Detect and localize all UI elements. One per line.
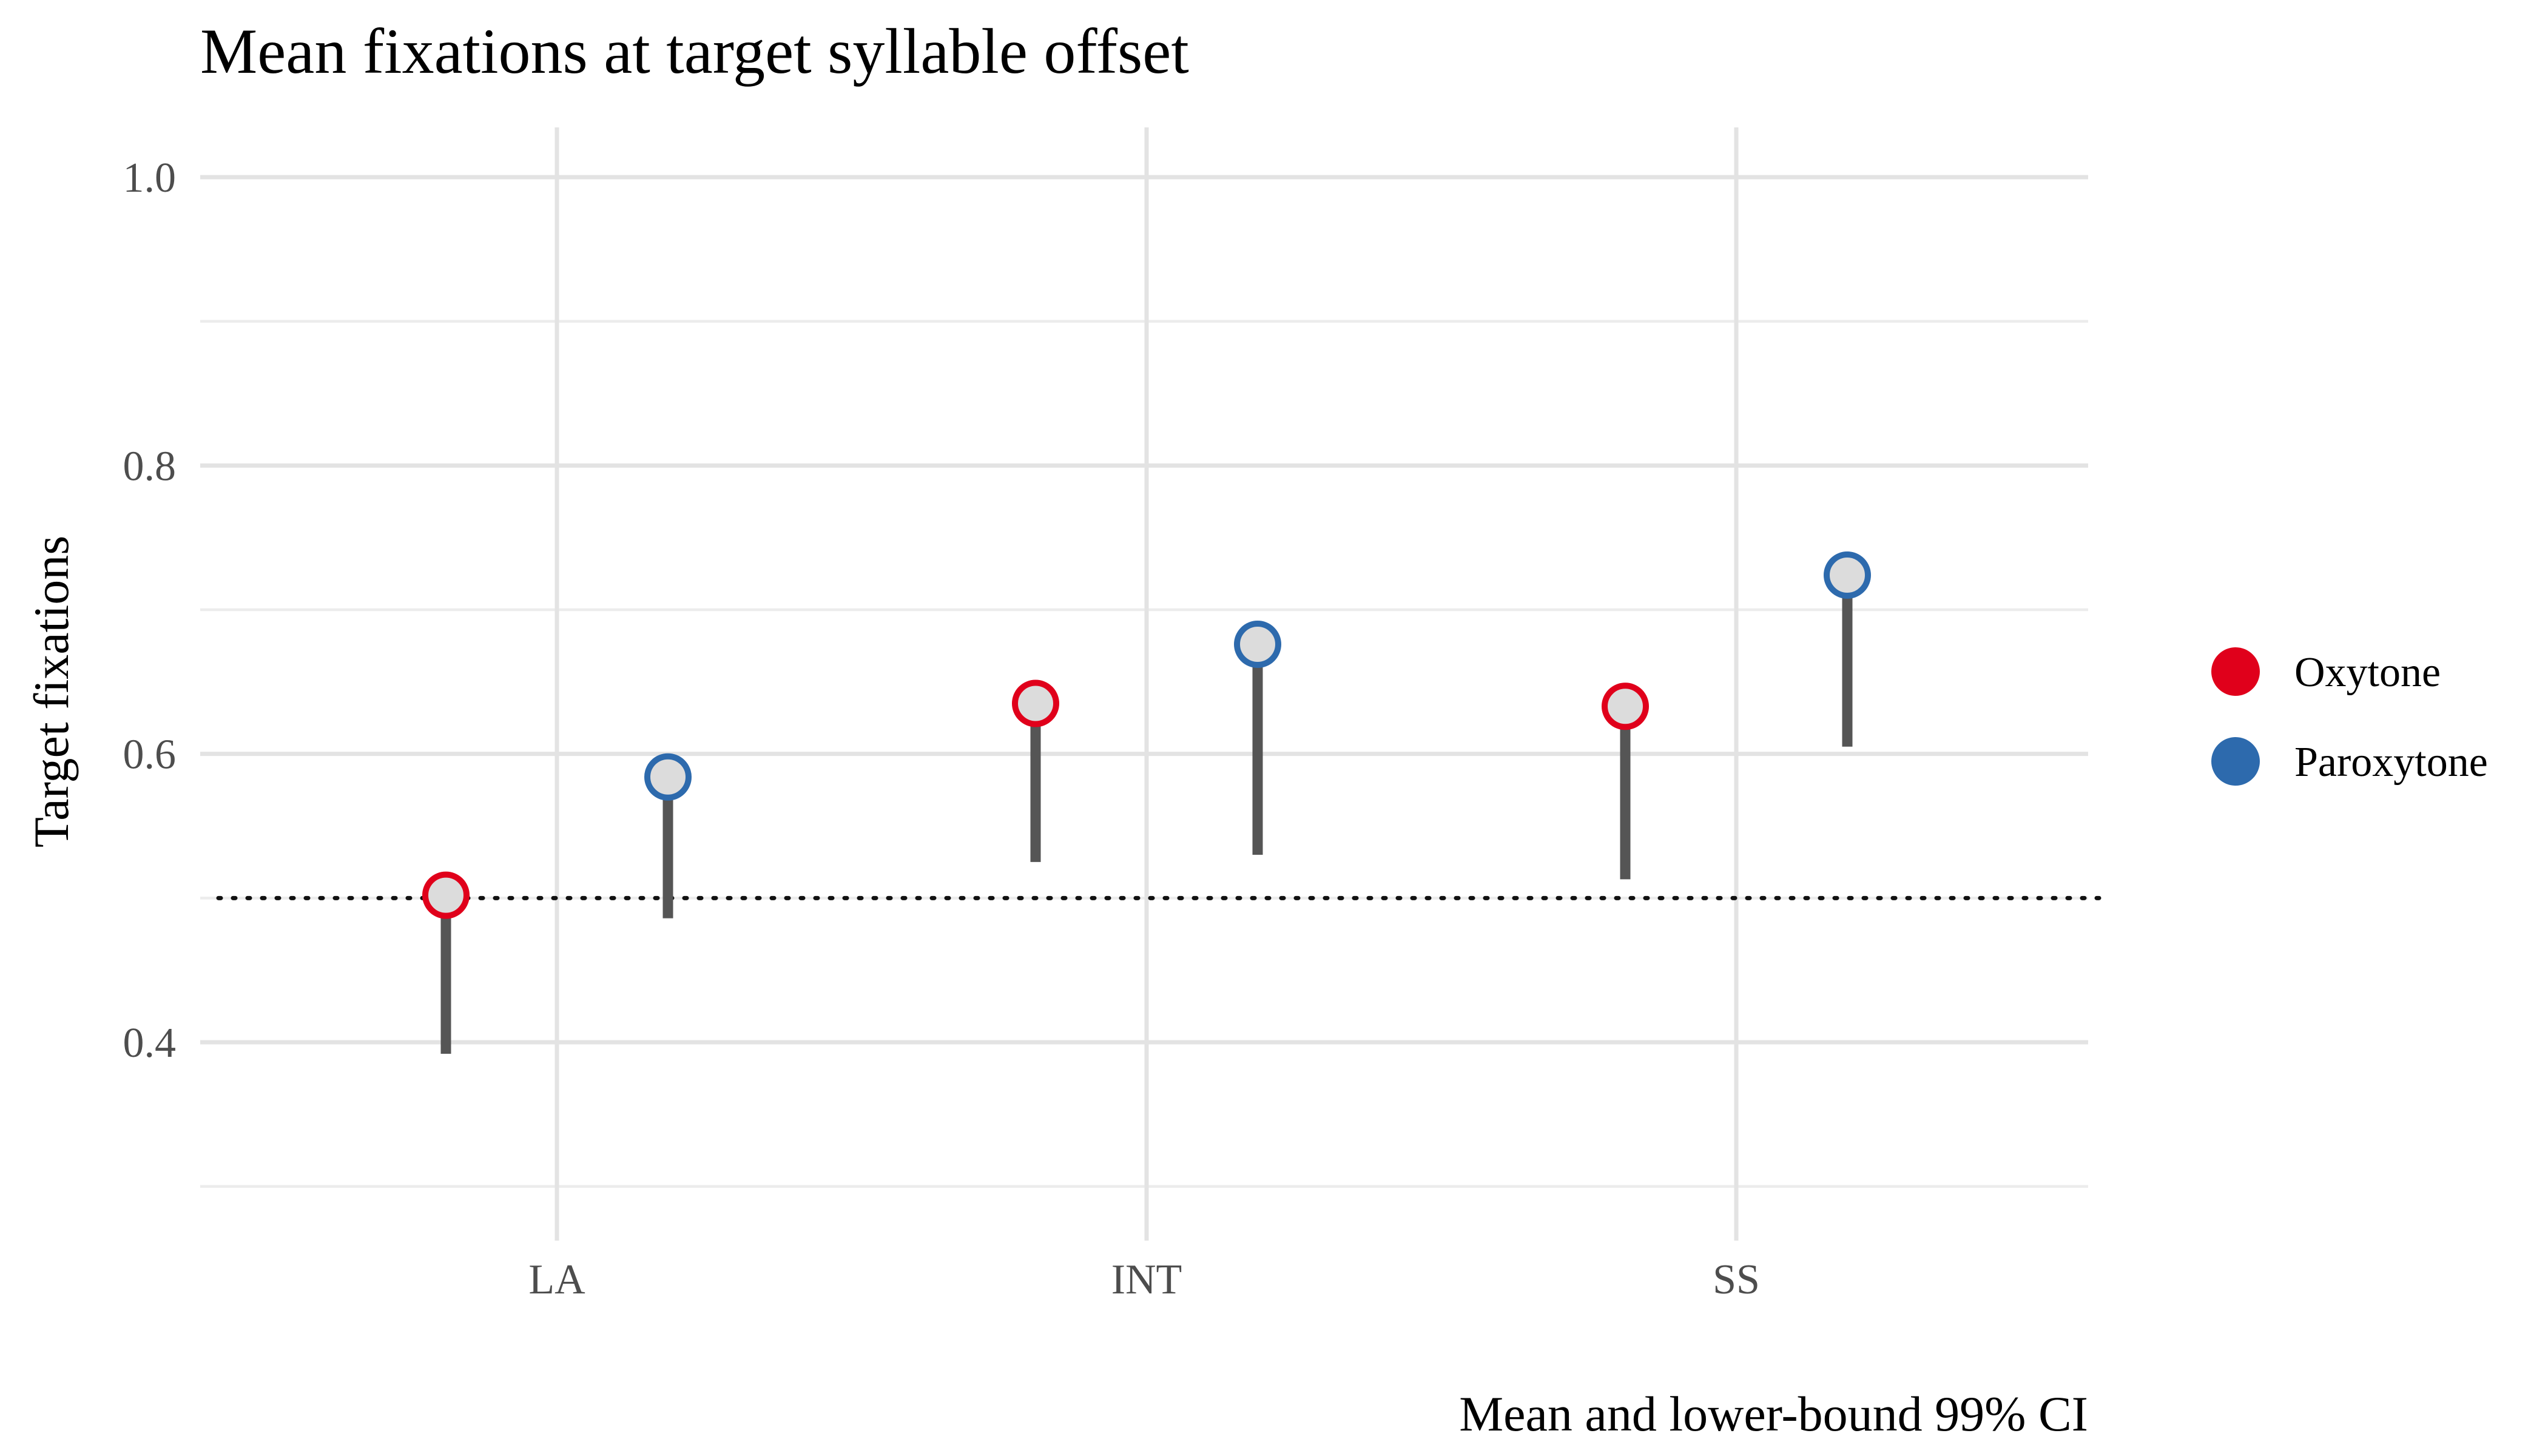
x-tick-label: SS [1713,1256,1760,1303]
y-axis-title: Target fixations [24,536,79,848]
y-tick-label: 0.6 [123,732,177,778]
y-tick-label: 1.0 [123,155,177,201]
mean-point [1602,682,1649,730]
legend-label: Paroxytone [2294,739,2488,786]
mean-point [1234,621,1281,669]
x-tick-label: LA [528,1256,585,1303]
x-tick-label: INT [1111,1256,1182,1303]
y-tick-label: 0.8 [123,443,177,490]
legend-key [2211,737,2260,786]
major-gridlines [200,127,2088,1241]
minor-gridlines [200,320,2088,1188]
mean-point [1824,551,1871,599]
y-tick-label: 0.4 [123,1020,177,1067]
y-axis-ticks: 0.4 0.6 0.8 1.0 [123,155,177,1067]
mean-point [644,753,692,801]
x-axis-ticks: LA INT SS [528,1256,1760,1303]
chart-caption: Mean and lower-bound 99% CI [1459,1386,2088,1441]
mean-points [422,551,1871,919]
legend: Oxytone Paroxytone [2211,647,2488,786]
legend-key [2211,647,2260,696]
mean-point [1012,679,1059,727]
mean-point [422,871,470,919]
legend-label: Oxytone [2294,649,2441,696]
chart-title: Mean fixations at target syllable offset [200,16,1189,87]
